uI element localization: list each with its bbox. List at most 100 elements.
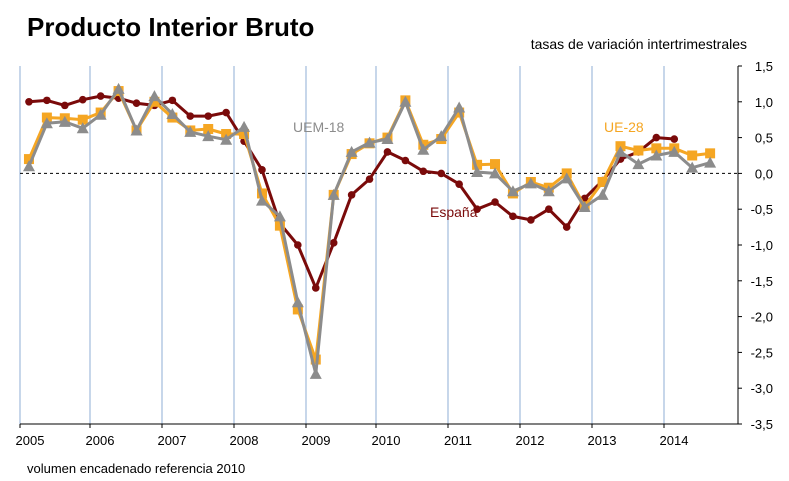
data-point	[22, 160, 35, 172]
data-point	[238, 120, 251, 132]
data-point	[437, 169, 446, 178]
data-point	[705, 148, 716, 159]
x-tick-label: 2009	[302, 433, 331, 448]
annotation-ue28: UE-28	[604, 119, 644, 135]
data-point	[273, 210, 286, 222]
data-point	[687, 150, 698, 161]
data-point	[291, 296, 304, 308]
y-tick-label: 0,0	[755, 166, 773, 181]
y-tick-label: -2,5	[751, 345, 773, 360]
x-tick-label: 2014	[660, 433, 689, 448]
annotation-uem18: UEM-18	[293, 119, 345, 135]
data-point	[25, 98, 33, 106]
series-uem-18	[22, 82, 717, 379]
data-point	[311, 284, 320, 292]
data-point	[472, 159, 483, 170]
data-point	[202, 130, 215, 142]
data-point	[204, 112, 213, 120]
data-point	[294, 241, 302, 249]
data-point	[365, 175, 374, 183]
data-point	[61, 101, 69, 110]
y-tick-label: 1,0	[755, 95, 773, 110]
annotation-layer: UEM-18 UE-28 España	[293, 119, 644, 220]
data-point	[112, 82, 125, 94]
data-point	[471, 165, 484, 177]
x-tick-label: 2006	[86, 433, 115, 448]
data-point	[578, 201, 591, 213]
data-point	[58, 115, 71, 127]
data-point	[401, 156, 410, 165]
series-layer	[22, 82, 717, 379]
x-tick-label: 2012	[516, 433, 545, 448]
data-point	[544, 205, 553, 213]
y-tick-label: -1,0	[751, 238, 773, 253]
footnote: volumen encadenado referencia 2010	[27, 461, 246, 476]
data-point	[650, 149, 663, 161]
data-point	[435, 130, 448, 142]
data-point	[670, 135, 679, 143]
data-point	[399, 95, 412, 107]
data-point	[489, 167, 502, 179]
data-point	[562, 223, 571, 231]
data-point	[490, 159, 501, 170]
data-point	[704, 156, 717, 168]
data-point	[506, 185, 519, 197]
data-point	[686, 161, 699, 173]
data-point	[76, 122, 89, 134]
data-point	[651, 143, 662, 154]
y-tick-label: -1,5	[751, 274, 773, 289]
data-point	[258, 166, 266, 174]
x-tick-label: 2008	[230, 433, 259, 448]
data-point	[78, 95, 87, 104]
y-tick-label: -3,0	[751, 381, 773, 396]
data-point	[166, 107, 179, 119]
data-point	[292, 304, 303, 315]
y-tick-label: 1,5	[755, 59, 773, 74]
data-point	[632, 158, 645, 170]
data-point	[491, 198, 499, 206]
x-tick-label: 2007	[158, 433, 187, 448]
data-point	[542, 185, 555, 197]
data-point	[345, 145, 358, 157]
data-point	[347, 191, 356, 199]
data-point	[309, 367, 322, 379]
data-point	[327, 188, 340, 200]
y-tick-label: -2,0	[751, 310, 773, 325]
data-point	[148, 90, 161, 102]
data-point	[668, 145, 681, 157]
x-tick-label: 2010	[372, 433, 401, 448]
y-tick-label: -3,5	[751, 417, 773, 432]
data-point	[614, 145, 627, 157]
grid-lines	[19, 66, 738, 424]
x-tick-label: 2005	[16, 433, 45, 448]
data-point	[149, 96, 160, 107]
data-point	[40, 117, 53, 129]
chart-subtitle: tasas de variación intertrimestrales	[530, 36, 747, 52]
data-point	[560, 172, 573, 184]
x-tick-label: 2013	[588, 433, 617, 448]
data-point	[130, 124, 143, 136]
data-point	[239, 129, 250, 140]
data-point	[186, 112, 195, 120]
data-point	[597, 176, 608, 187]
data-point	[596, 188, 609, 200]
data-point	[256, 188, 267, 199]
data-point	[23, 154, 34, 165]
data-point	[455, 180, 463, 188]
data-point	[527, 216, 535, 224]
data-point	[383, 148, 392, 156]
data-point	[132, 99, 141, 108]
series-espa-a	[25, 92, 679, 292]
y-tick-label: 0,5	[755, 131, 773, 146]
data-point	[77, 114, 88, 125]
y-tick-label: -0,5	[751, 202, 773, 217]
data-point	[633, 145, 644, 156]
data-point	[43, 96, 51, 105]
data-point	[94, 108, 107, 120]
data-point	[222, 108, 230, 117]
chart-title: Producto Interior Bruto	[27, 12, 315, 42]
data-point	[381, 133, 394, 145]
data-point	[96, 92, 105, 100]
data-point	[473, 205, 481, 213]
